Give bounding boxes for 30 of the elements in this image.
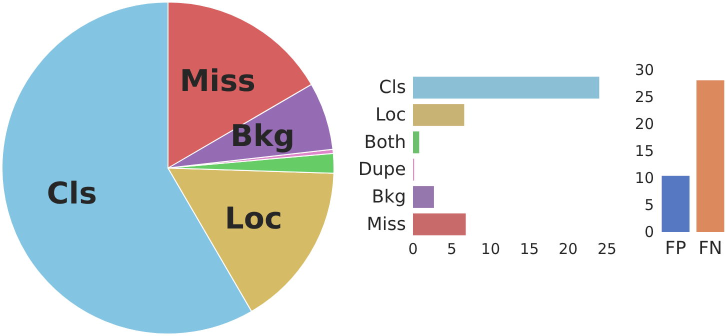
y-tick-label: 30 (634, 61, 654, 79)
bar (413, 131, 420, 154)
y-tick-label: 15 (634, 142, 654, 160)
slice-label: Miss (180, 64, 256, 100)
bar (413, 104, 464, 126)
y-tick-label: Cls (379, 77, 406, 98)
y-tick-label: 25 (634, 88, 654, 106)
bar (413, 186, 434, 208)
y-tick-label: 0 (644, 223, 654, 241)
y-tick-label: Dupe (358, 159, 406, 180)
slice-label: Loc (224, 201, 282, 236)
slice-label: Cls (46, 176, 97, 212)
y-tick-label: 5 (644, 196, 654, 214)
bar (413, 213, 466, 236)
slice-label: Bkg (230, 119, 295, 154)
y-tick-label: 10 (634, 169, 654, 187)
y-tick-label: Bkg (372, 186, 406, 208)
x-tick-label: 20 (558, 240, 578, 258)
x-tick-label: FP (665, 238, 686, 259)
x-tick-label: 25 (597, 240, 617, 258)
y-tick-label: Loc (375, 104, 406, 126)
x-tick-label: FN (698, 238, 722, 259)
y-tick-label: Miss (366, 214, 406, 235)
x-tick-label: 15 (520, 240, 539, 258)
x-tick-label: 5 (447, 240, 457, 258)
x-tick-label: 10 (481, 240, 500, 258)
x-tick-label: 0 (408, 240, 418, 258)
y-tick-label: 20 (634, 115, 654, 133)
y-tick-label: Both (364, 132, 406, 153)
bar (413, 76, 600, 99)
